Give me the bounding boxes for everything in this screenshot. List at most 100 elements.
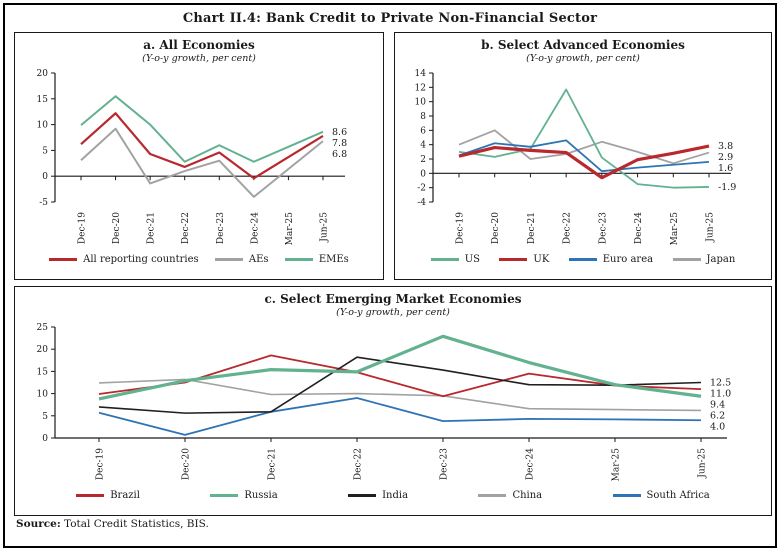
- panel-emerging-economies: c. Select Emerging Market Economies (Y-o…: [14, 286, 772, 516]
- legend-line-swatch: [430, 258, 459, 261]
- legend-label: EMEs: [318, 254, 349, 265]
- x-tick-label: Jun-25: [706, 212, 716, 243]
- legend-item-india: India: [348, 490, 408, 501]
- legend-line-swatch: [210, 494, 239, 497]
- legend-line-swatch: [76, 494, 105, 497]
- legend-label: Japan: [706, 254, 736, 265]
- x-tick-label: Dec-22: [563, 212, 573, 244]
- legend-label: Brazil: [110, 490, 140, 501]
- series-line-emes: [80, 95, 324, 163]
- legend-item-china: China: [478, 490, 542, 501]
- chart-canvas-all-economies: 20 15 10 5 0 -5 Dec-19 Dec-20 Dec-21 Dec-22 Dec-23…: [37, 69, 348, 246]
- panel-a-title: a. All Economies: [143, 38, 255, 52]
- panel-b-title: b. Select Advanced Economies: [481, 38, 685, 52]
- y-tick-label: 8: [420, 112, 426, 122]
- legend-item-aes: AEs: [214, 254, 269, 265]
- y-tick-label: 0: [42, 172, 48, 182]
- x-tick-label: Jun-25: [320, 212, 330, 243]
- source-text: Total Credit Statistics, BIS.: [60, 518, 209, 530]
- series-line-brazil: [98, 354, 702, 398]
- series-line-india: [98, 356, 702, 414]
- panel-all-economies: a. All Economies (Y-o-y growth, per cent…: [14, 32, 384, 280]
- legend-label: Euro area: [602, 254, 654, 265]
- panel-c-title: c. Select Emerging Market Economies: [264, 292, 522, 306]
- series-lines: [80, 95, 324, 198]
- end-value-labels: 3.82.91.6 -1.9: [718, 141, 736, 193]
- figure-frame: Chart II.4: Bank Credit to Private Non-F…: [3, 3, 777, 548]
- y-tick-label: 0: [42, 434, 48, 444]
- figure-title: Chart II.4: Bank Credit to Private Non-F…: [182, 11, 598, 26]
- legend-item-euro-area: Euro area: [568, 254, 654, 265]
- y-axis: 20 15 10 5 0 -5: [37, 69, 56, 208]
- legend-all-economies: All reporting countries AEs EMEs: [15, 254, 383, 265]
- legend-line-swatch: [348, 494, 377, 497]
- panel-a-subtitle: (Y-o-y growth, per cent): [142, 53, 256, 64]
- series-line-south-africa: [98, 397, 702, 436]
- y-tick-label: 15: [37, 95, 49, 105]
- legend-label: India: [382, 490, 409, 501]
- end-value-label: 2.9: [718, 152, 733, 163]
- series-line-japan: [458, 129, 710, 165]
- y-axis: 14 12 10 8 6 4 2 0 -2 -4: [415, 69, 434, 208]
- legend-line-swatch: [214, 258, 243, 261]
- series-line-euro-area: [458, 139, 710, 173]
- end-value-labels: 12.511.09.46.24.0: [710, 378, 731, 433]
- end-value-label: 6.2: [710, 411, 725, 422]
- panel-c-subtitle: (Y-o-y growth, per cent): [336, 307, 450, 318]
- x-tick-label: Dec-24: [526, 448, 536, 480]
- y-tick-label: 10: [37, 121, 49, 131]
- legend-label: Russia: [244, 490, 278, 501]
- legend-advanced-economies: US UK Euro area Japan: [395, 254, 771, 265]
- x-tick-label: Dec-21: [147, 212, 157, 244]
- legend-item-us: US: [430, 254, 480, 265]
- chart-canvas-emerging-economies: 25 20 15 10 5 0 Dec-19 Dec-20 Dec-21 Dec-22 Dec-23…: [37, 323, 732, 481]
- legend-item-all-reporting-countries: All reporting countries: [49, 254, 199, 265]
- legend-item-south-africa: South Africa: [612, 490, 710, 501]
- legend-line-swatch: [568, 258, 597, 261]
- x-tick-label: Mar-25: [670, 212, 680, 246]
- y-tick-label: 20: [37, 345, 49, 355]
- x-axis: Dec-19 Dec-20 Dec-21 Dec-22 Dec-23 Dec-24 Mar-…: [55, 175, 345, 246]
- end-value-label: 8.6: [332, 127, 347, 138]
- end-value-label: -1.9: [718, 182, 736, 193]
- series-line-china: [98, 378, 702, 412]
- y-tick-label: 2: [420, 155, 426, 165]
- legend-item-uk: UK: [499, 254, 549, 265]
- legend-item-emes: EMEs: [284, 254, 349, 265]
- x-tick-label: Dec-20: [491, 212, 501, 244]
- legend-emerging-economies: Brazil Russia India China South Africa: [15, 490, 771, 501]
- x-tick-label: Dec-21: [268, 448, 278, 480]
- end-value-labels: 8.67.86.8: [332, 127, 347, 160]
- x-axis: Dec-19 Dec-20 Dec-21 Dec-22 Dec-23 Dec-24 Mar-…: [55, 437, 727, 481]
- x-tick-label: Dec-23: [216, 212, 226, 244]
- x-tick-label: Dec-23: [440, 448, 450, 480]
- x-tick-label: Dec-19: [78, 212, 88, 244]
- x-axis: Dec-19 Dec-20 Dec-21 Dec-22 Dec-23 Dec-24 Mar-…: [433, 172, 731, 246]
- end-value-label: 6.8: [332, 149, 347, 160]
- end-value-label: 9.4: [710, 400, 725, 411]
- x-tick-label: Dec-21: [527, 212, 537, 244]
- y-tick-label: 5: [42, 146, 48, 156]
- y-tick-label: 0: [420, 169, 426, 179]
- y-tick-label: 15: [37, 367, 49, 377]
- series-lines: [458, 88, 710, 189]
- x-tick-label: Dec-19: [96, 448, 106, 480]
- y-tick-label: -2: [417, 184, 426, 194]
- source-label: Source:: [16, 518, 61, 530]
- x-tick-label: Jun-25: [698, 448, 708, 479]
- legend-line-swatch: [672, 258, 701, 261]
- end-value-label: 1.6: [718, 163, 733, 174]
- legend-line-swatch: [284, 258, 313, 261]
- y-tick-label: 6: [420, 126, 426, 136]
- series-line-uk: [458, 144, 710, 180]
- legend-item-russia: Russia: [210, 490, 278, 501]
- series-line-us: [458, 88, 710, 189]
- x-tick-label: Dec-24: [634, 212, 644, 244]
- x-tick-label: Dec-20: [182, 448, 192, 480]
- x-tick-label: Mar-25: [285, 212, 295, 246]
- legend-item-brazil: Brazil: [76, 490, 140, 501]
- x-tick-label: Dec-19: [456, 212, 466, 244]
- legend-label: US: [464, 254, 480, 265]
- x-tick-label: Dec-24: [250, 212, 260, 244]
